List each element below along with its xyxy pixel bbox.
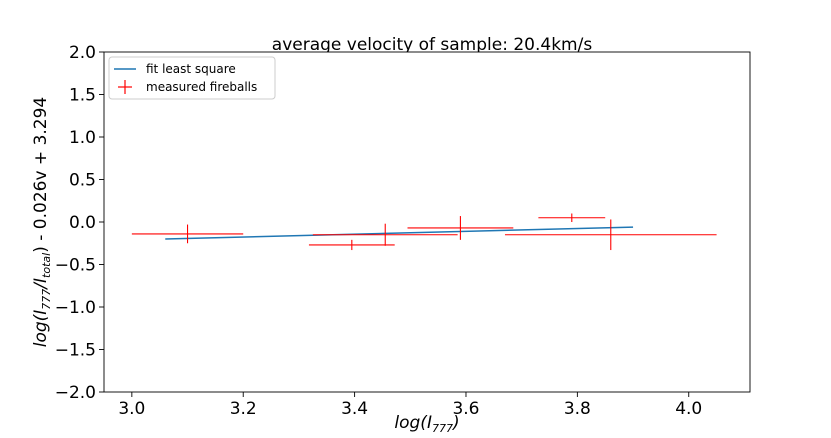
- data-point-errorbar: [538, 213, 606, 222]
- data-point-errorbar: [308, 239, 395, 251]
- legend-label-fit: fit least square: [146, 62, 236, 76]
- legend-box: [108, 56, 276, 100]
- data-point-errorbar: [504, 219, 717, 251]
- fit-line: [165, 226, 634, 240]
- y-tick-label: 0.0: [69, 213, 96, 233]
- data-point-errorbar: [131, 224, 244, 244]
- fit-line-series: [165, 226, 634, 240]
- chart-title: average velocity of sample: 20.4km/s: [272, 35, 593, 55]
- plot-area: [103, 51, 751, 393]
- data-point-errorbar: [312, 223, 458, 246]
- measured-fireballs-series: [131, 213, 717, 251]
- y-tick-label: 0.5: [69, 171, 96, 191]
- x-tick-label: 4.0: [675, 399, 702, 419]
- y-tick-label: −1.0: [55, 298, 96, 318]
- x-tick-label: 3.6: [452, 399, 479, 419]
- y-axis: −2.0 −1.5 −1.0 −0.5 0.0 0.5 1.0 1.5 2.0: [55, 43, 104, 403]
- x-axis: 3.0 3.2 3.4 3.6 3.8 4.0: [118, 392, 702, 419]
- legend-label-measured: measured fireballs: [146, 80, 257, 94]
- y-tick-label: −1.5: [55, 341, 96, 361]
- data-point-errorbar: [407, 216, 514, 240]
- y-tick-label: 1.0: [69, 128, 96, 148]
- x-tick-label: 3.4: [341, 399, 368, 419]
- y-tick-label: −0.5: [55, 256, 96, 276]
- x-tick-label: 3.0: [118, 399, 145, 419]
- y-tick-label: 2.0: [69, 43, 96, 63]
- y-axis-title: log(I777/Itotal) - 0.026v + 3.294: [31, 97, 53, 348]
- legend: fit least square measured fireballs: [108, 56, 276, 100]
- x-tick-label: 3.8: [564, 399, 591, 419]
- y-tick-label: 1.5: [69, 86, 96, 106]
- x-tick-label: 3.2: [230, 399, 257, 419]
- y-tick-label: −2.0: [55, 383, 96, 403]
- x-axis-title: log(I777): [394, 413, 459, 435]
